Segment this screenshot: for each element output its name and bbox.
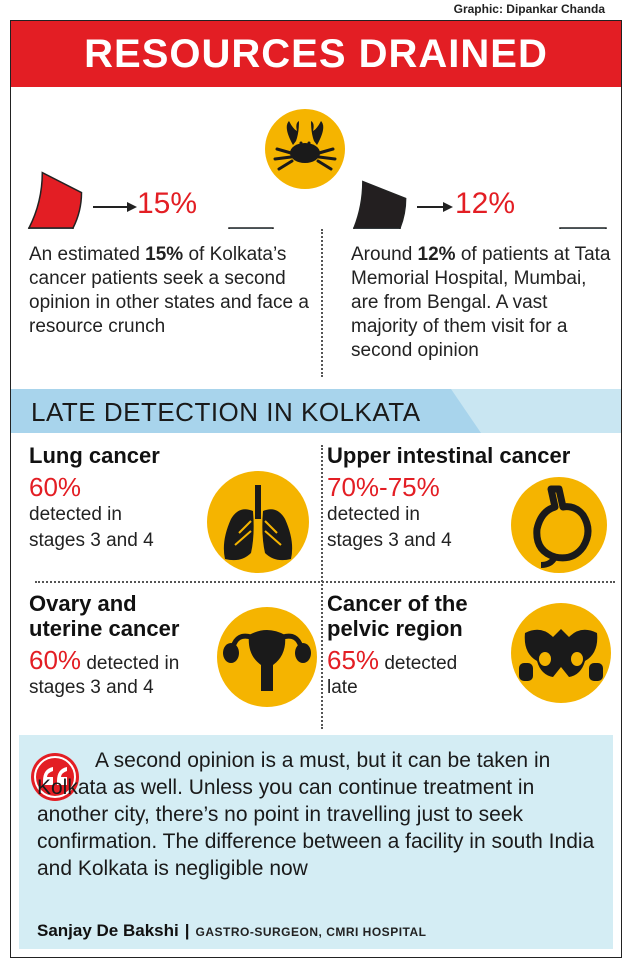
stat-kolkata-text: An estimated 15% of Kolkata’s cancer pat…: [29, 243, 319, 339]
gauge-mumbai: 12%: [351, 101, 609, 229]
stomach-icon: [511, 477, 607, 573]
pelvis-icon-graphic: [519, 629, 603, 681]
stat-kolkata-post: of Kolkata’s cancer patients seek a seco…: [29, 244, 309, 337]
cell-ovary-percent: 60%: [29, 645, 82, 675]
cell-ovary-detail-1: detected in: [81, 653, 180, 674]
grid-vertical-divider: [321, 445, 323, 729]
cell-intestinal-detail-2: stages 3 and 4: [327, 530, 452, 551]
quote-author-role: GASTRO-SURGEON, CMRI HOSPITAL: [195, 925, 427, 939]
crab-icon-graphic: [273, 121, 337, 171]
gauge-mumbai-chart: [352, 180, 607, 229]
gauge-mumbai-arrowhead: [443, 202, 453, 212]
stat-kolkata-bold: 15%: [145, 244, 184, 265]
infographic-title: RESOURCES DRAINED: [84, 31, 548, 76]
quote-text: A second opinion is a must, but it can b…: [37, 749, 595, 880]
cell-lung-percent: 60%: [29, 472, 82, 502]
infographic-frame: RESOURCES DRAINED 15% 12%: [10, 20, 622, 958]
uterus-icon: [217, 607, 317, 707]
uterus-icon-graphic: [223, 630, 311, 691]
quote-author-name: Sanjay De Bakshi: [37, 921, 179, 940]
section-title: LATE DETECTION IN KOLKATA: [31, 397, 421, 427]
quote-box: A second opinion is a must, but it can b…: [19, 735, 613, 949]
stat-kolkata-pre: An estimated: [29, 244, 146, 265]
stats-divider: [321, 229, 323, 377]
stat-mumbai-post: of patients at Tata Memorial Hospital, M…: [351, 244, 611, 361]
gauge-kolkata-label: 15%: [137, 187, 198, 220]
grid-horizontal-divider: [35, 581, 615, 583]
cell-ovary-detail-2: stages 3 and 4: [29, 677, 154, 698]
pelvis-icon: [511, 603, 611, 703]
quote-attribution: Sanjay De Bakshi | GASTRO-SURGEON, CMRI HO…: [37, 921, 426, 941]
cell-lung-detail-2: stages 3 and 4: [29, 530, 154, 551]
graphic-credit: Graphic: Dipankar Chanda: [453, 2, 605, 16]
cell-pelvic-percent: 65%: [327, 645, 380, 675]
stat-mumbai-text: Around 12% of patients at Tata Memorial …: [351, 243, 613, 363]
cell-upper-intestinal-cancer: Upper intestinal cancer 70%-75% detected…: [327, 443, 617, 554]
cell-ovary-percent-line: 60% detected in: [29, 645, 299, 675]
cell-ovary-title-1: Ovary and: [29, 591, 137, 616]
cell-intestinal-percent: 70%-75%: [327, 472, 440, 502]
cell-pelvic-title-1: Cancer of the: [327, 591, 468, 616]
gauge-kolkata-chart: [27, 171, 274, 229]
stat-mumbai-pre: Around: [351, 244, 418, 265]
section-band: LATE DETECTION IN KOLKATA: [11, 389, 621, 433]
cell-ovary-uterine-cancer: Ovary and uterine cancer 60% detected in…: [29, 591, 299, 701]
cell-pelvic-detail-2: late: [327, 677, 358, 698]
quote-separator: |: [184, 921, 190, 940]
cell-intestinal-detail-1: detected in: [327, 504, 420, 525]
quote-icon-graphic: [34, 756, 76, 798]
stomach-icon-graphic: [533, 485, 592, 568]
gauge-mumbai-label: 12%: [455, 187, 516, 220]
crab-icon: [265, 109, 345, 189]
gauge-kolkata-fill: [27, 171, 83, 229]
gauge-kolkata-arrowhead: [127, 202, 137, 212]
quote-icon: [31, 753, 79, 801]
lungs-icon-graphic: [223, 485, 293, 561]
cell-intestinal-title: Upper intestinal cancer: [327, 443, 571, 468]
cell-lung-cancer: Lung cancer 60% detected in stages 3 and…: [29, 443, 229, 554]
cell-pelvic-title-2: pelvic region: [327, 616, 463, 641]
gauge-mumbai-fill: [352, 180, 407, 229]
gauge-kolkata: 15%: [27, 101, 275, 229]
title-banner: RESOURCES DRAINED: [11, 21, 621, 87]
stat-mumbai-bold: 12%: [417, 244, 456, 265]
cell-pelvic-cancer: Cancer of the pelvic region 65% detected…: [327, 591, 527, 701]
cell-pelvic-detail-1: detected: [379, 653, 458, 674]
lungs-icon: [207, 471, 309, 573]
cell-lung-title: Lung cancer: [29, 443, 160, 468]
cell-lung-detail-1: detected in: [29, 504, 122, 525]
cell-pelvic-percent-line: 65% detected: [327, 645, 527, 675]
section-tab: [11, 389, 481, 433]
cell-ovary-title-2: uterine cancer: [29, 616, 180, 641]
